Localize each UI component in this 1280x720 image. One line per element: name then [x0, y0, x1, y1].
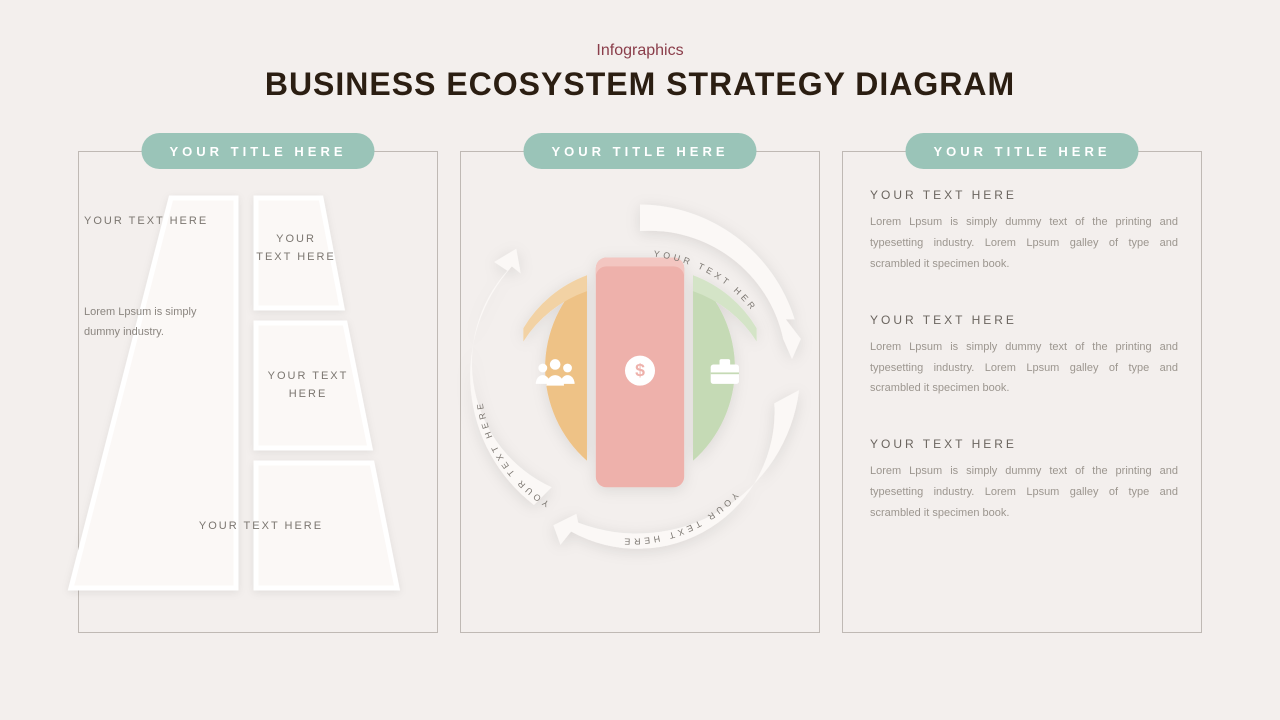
- icon-dollar: $: [625, 356, 655, 386]
- column-right: YOUR TITLE HERE YOUR TEXT HERE Lorem Lps…: [842, 133, 1202, 633]
- block-body: Lorem Lpsum is simply dummy text of the …: [870, 212, 1178, 275]
- text-block: YOUR TEXT HERE Lorem Lpsum is simply dum…: [870, 188, 1178, 275]
- pill-middle: YOUR TITLE HERE: [523, 133, 756, 169]
- block-body: Lorem Lpsum is simply dummy text of the …: [870, 337, 1178, 400]
- svg-text:$: $: [635, 360, 645, 380]
- pyramid-shape: YOUR TEXT HERE Lorem Lpsum is simply dum…: [66, 193, 426, 593]
- column-middle: YOUR TITLE HERE: [460, 133, 820, 633]
- pyramid-label-top-left: YOUR TEXT HERE: [84, 213, 214, 231]
- text-block: YOUR TEXT HERE Lorem Lpsum is simply dum…: [870, 437, 1178, 524]
- column-left: YOUR TITLE HERE YOUR TEXT HERE Lorem Lps…: [78, 133, 438, 633]
- header: Infographics BUSINESS ECOSYSTEM STRATEGY…: [0, 0, 1280, 103]
- pyramid-body-top-left: Lorem Lpsum is simply dummy industry.: [84, 303, 214, 343]
- block-title: YOUR TEXT HERE: [870, 313, 1178, 327]
- pill-right: YOUR TITLE HERE: [905, 133, 1138, 169]
- pyramid-label-middle: YOUR TEXT HERE: [258, 368, 358, 403]
- text-blocks: YOUR TEXT HERE Lorem Lpsum is simply dum…: [870, 188, 1178, 562]
- pyramid-label-bottom: YOUR TEXT HERE: [151, 518, 371, 536]
- block-title: YOUR TEXT HERE: [870, 188, 1178, 202]
- columns: YOUR TITLE HERE YOUR TEXT HERE Lorem Lps…: [0, 133, 1280, 633]
- block-title: YOUR TEXT HERE: [870, 437, 1178, 451]
- text-block: YOUR TEXT HERE Lorem Lpsum is simply dum…: [870, 313, 1178, 400]
- block-body: Lorem Lpsum is simply dummy text of the …: [870, 461, 1178, 524]
- circle-diagram: $ YOUR TEXT HERE YOUR TEXT HERE YOUR TEX…: [450, 178, 830, 558]
- subtitle: Infographics: [0, 42, 1280, 60]
- pill-left: YOUR TITLE HERE: [141, 133, 374, 169]
- page-title: BUSINESS ECOSYSTEM STRATEGY DIAGRAM: [0, 66, 1280, 103]
- pyramid-label-top-right: YOUR TEXT HERE: [256, 231, 336, 266]
